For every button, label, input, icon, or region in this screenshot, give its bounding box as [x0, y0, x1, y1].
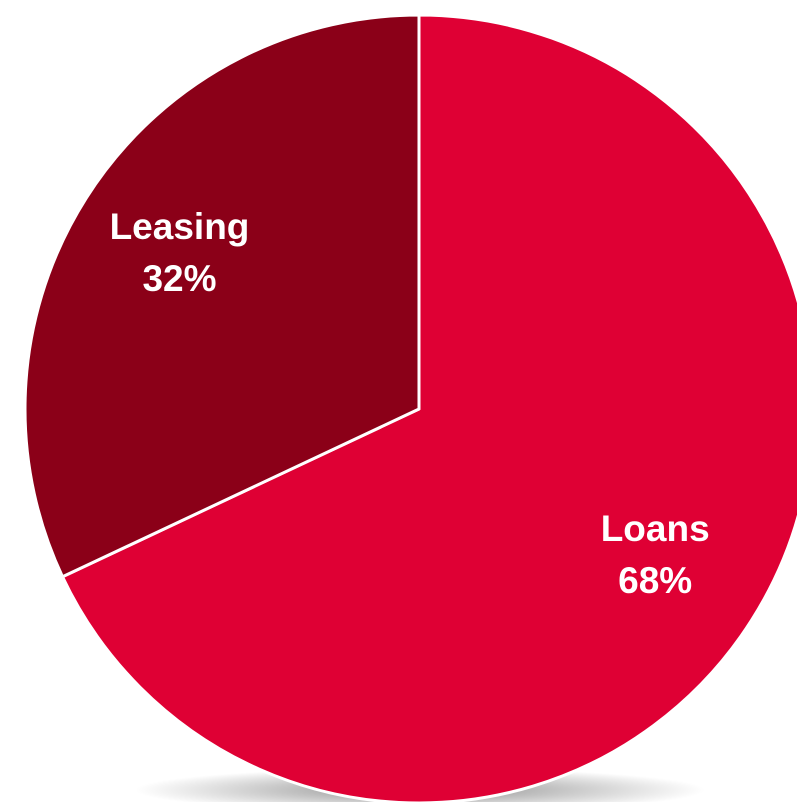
- slice-label-name: Loans: [601, 508, 710, 549]
- slice-label-percent: 68%: [618, 560, 692, 601]
- slice-label-loans: Loans 68%: [601, 508, 710, 601]
- pie-slice-leasing: [23, 13, 421, 579]
- pie-slice-loans: [61, 13, 797, 802]
- slice-label-leasing: Leasing 32%: [110, 206, 250, 299]
- slice-label-percent: 32%: [142, 258, 216, 299]
- slice-label-name: Leasing: [110, 206, 250, 247]
